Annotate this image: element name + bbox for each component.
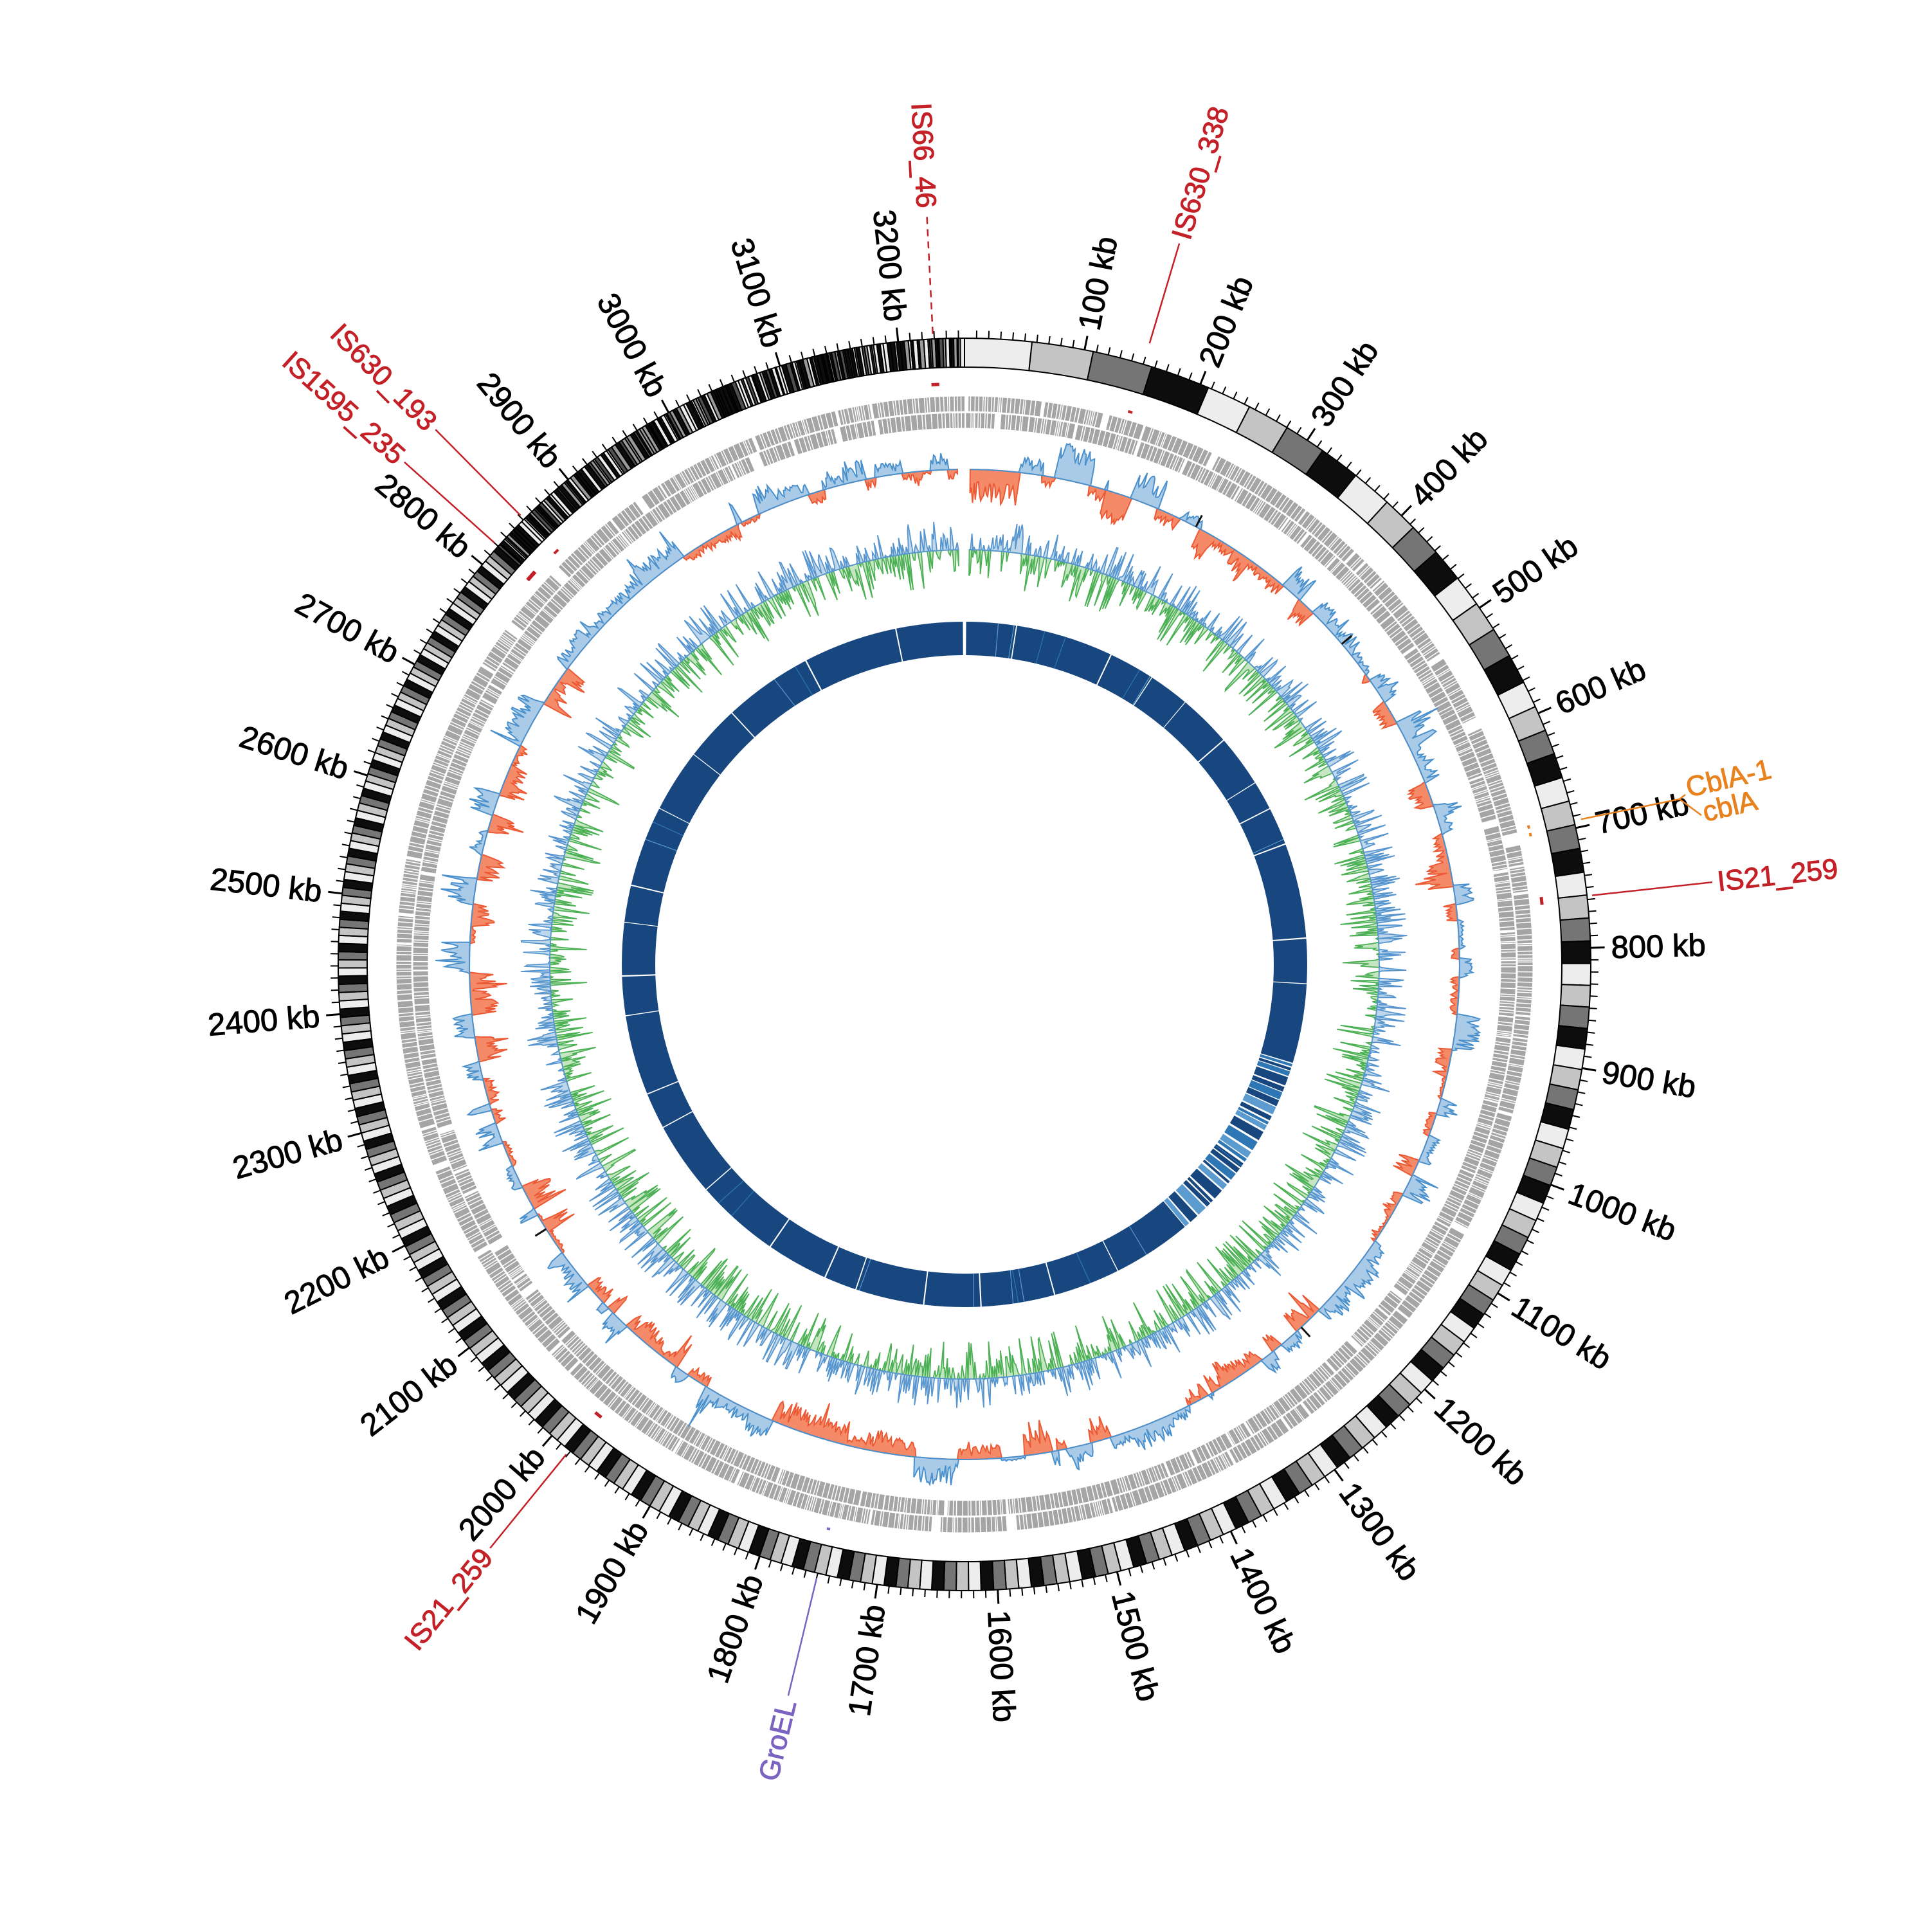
svg-text:1600 kb: 1600 kb [981, 1609, 1021, 1723]
svg-text:800 kb: 800 kb [1611, 928, 1706, 965]
svg-text:IS66_46: IS66_46 [905, 102, 942, 209]
